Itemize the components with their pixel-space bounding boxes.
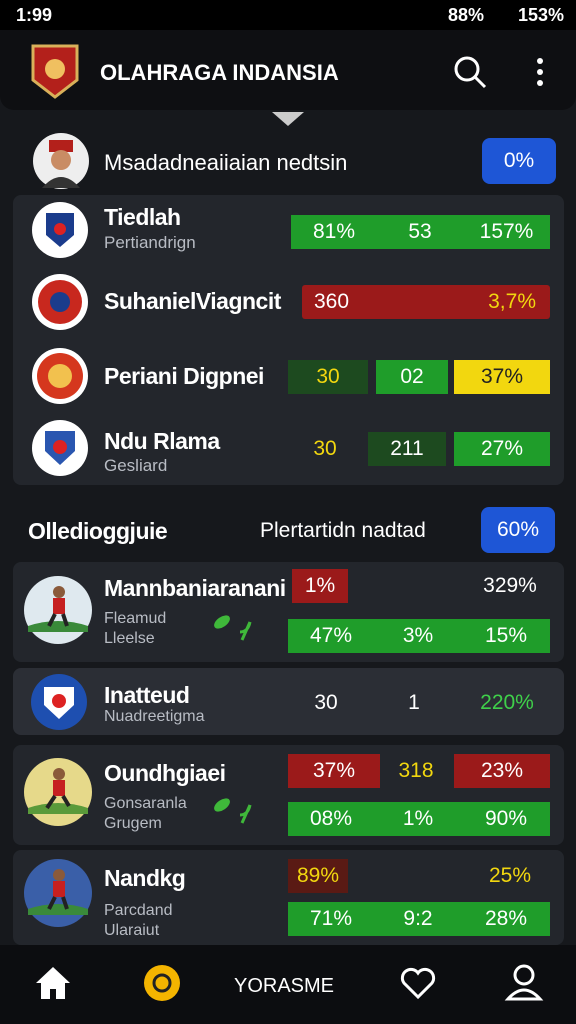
- stat-cell: 53: [377, 215, 463, 249]
- nav-label[interactable]: YORASME: [234, 975, 335, 997]
- time: 1:99: [16, 5, 53, 25]
- player-line: Nuadreetigma: [104, 708, 205, 725]
- player-avatar: [24, 859, 92, 927]
- status-bar: 1:99 88% 153%: [0, 0, 576, 30]
- team-name: Ndu Rlama: [104, 428, 220, 454]
- player-name: Nandkg: [104, 865, 186, 891]
- stat-cell: 37%: [454, 360, 550, 394]
- team-logo: [32, 348, 88, 404]
- stat-cell: 23%: [454, 754, 550, 788]
- stat-bar: 360 3,7%: [302, 285, 550, 319]
- stat-cell: 3,7%: [488, 290, 536, 313]
- section-title: Olledioggjuie: [28, 518, 168, 544]
- team-subtitle: Gesliard: [104, 456, 168, 475]
- stat-cell: 1: [408, 691, 420, 714]
- stat-cell: 360: [314, 290, 350, 313]
- stat-cell: 08%: [288, 802, 374, 836]
- app-header: OLAHRAGA INDANSIA: [0, 30, 576, 110]
- search-icon[interactable]: [452, 54, 488, 90]
- stat-cell: 211: [368, 432, 446, 466]
- stat-cell: 37%: [288, 754, 380, 788]
- player-logo: [31, 674, 87, 730]
- player-name: Inatteud: [104, 682, 190, 708]
- player-line: Gonsaranla: [104, 795, 187, 812]
- player-card[interactable]: [13, 668, 564, 735]
- team-name: Periani Digpnei: [104, 363, 264, 389]
- team-name: Tiedlah: [104, 204, 181, 230]
- bottom-nav: YORASME: [0, 945, 576, 1024]
- player-line: Grugem: [104, 815, 162, 832]
- team-subtitle: Pertiandrign: [104, 233, 196, 252]
- section-subtitle: Plertartidn nadtad: [260, 519, 426, 542]
- app-title: OLAHRAGA INDANSIA: [100, 60, 339, 85]
- stat-cell: 90%: [462, 802, 550, 836]
- leaf-icon: [214, 615, 252, 641]
- stat-cell: 28%: [462, 902, 550, 936]
- leaf-icon: [214, 798, 252, 824]
- stat-cell: 30: [314, 691, 338, 714]
- menu-icon[interactable]: [532, 56, 548, 90]
- featured-badge[interactable]: 0%: [482, 138, 556, 184]
- stat-cell: 9:2: [374, 902, 462, 936]
- stat-cell: 1%: [374, 802, 462, 836]
- stat-cell: 25%: [488, 864, 532, 887]
- stat-cell: 329%: [483, 574, 537, 597]
- stat-cell: 47%: [288, 619, 374, 653]
- featured-name: Msadadneaiiaian nedtsin: [104, 150, 348, 175]
- stat-cell: 220%: [480, 691, 534, 714]
- logo: [31, 44, 79, 99]
- stat-cell: 15%: [462, 619, 550, 653]
- player-name: Mannbaniaranani: [104, 575, 286, 601]
- stat-cell: 71%: [288, 902, 374, 936]
- team-logo: [32, 274, 88, 330]
- battery: 88%: [448, 5, 485, 25]
- player-avatar: [24, 576, 92, 644]
- stat-cell: 1%: [292, 569, 348, 603]
- home-icon[interactable]: [34, 965, 72, 1001]
- profile-icon[interactable]: [504, 961, 544, 1003]
- stat-cell: 89%: [288, 859, 348, 893]
- favorites-icon[interactable]: [398, 963, 438, 1003]
- stat-cell: 81%: [291, 215, 377, 249]
- team-logo: [32, 420, 88, 476]
- player-line: Lleelse: [104, 630, 155, 647]
- stat-cell: 157%: [463, 215, 550, 249]
- dropdown-arrow[interactable]: [272, 112, 304, 128]
- section-badge[interactable]: 60%: [481, 507, 555, 553]
- player-line: Ularaiut: [104, 922, 160, 939]
- stat-cell: 318: [398, 759, 434, 782]
- stat-cell: 02: [376, 360, 448, 394]
- featured-icon[interactable]: [142, 963, 182, 1003]
- stat-cell: 3%: [374, 619, 462, 653]
- stat-cell: 30: [288, 360, 368, 394]
- player-line: Parcdand: [104, 902, 173, 919]
- player-name: Oundhgiaei: [104, 760, 226, 786]
- stat-cell: 30: [313, 437, 337, 460]
- stat-cell: 27%: [454, 432, 550, 466]
- player-avatar: [24, 758, 92, 826]
- team-name: SuhanielViagncit: [104, 288, 281, 314]
- featured-avatar: [33, 133, 89, 189]
- player-line: Fleamud: [104, 610, 167, 627]
- signal: 153%: [518, 5, 565, 25]
- team-logo: [32, 202, 88, 258]
